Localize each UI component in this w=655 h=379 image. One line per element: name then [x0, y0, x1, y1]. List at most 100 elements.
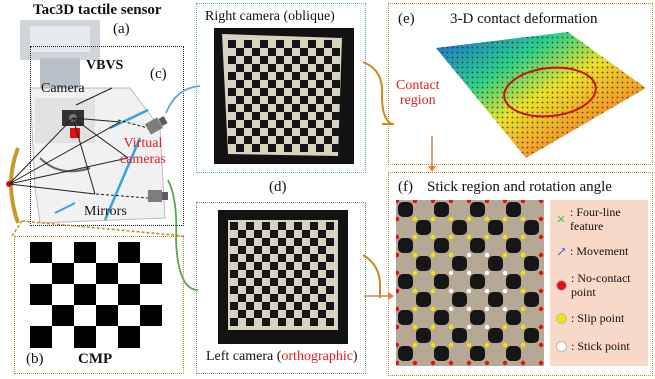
checker-cell	[292, 56, 300, 64]
checker-cell	[316, 48, 324, 56]
right-camera-label: Right camera (oblique)	[205, 9, 335, 24]
checker-cell	[332, 128, 340, 136]
dot-icon	[556, 341, 567, 353]
checker-cell	[254, 310, 262, 318]
checker-cell	[252, 80, 260, 88]
tracked-point	[412, 360, 418, 366]
checker-cell	[326, 254, 334, 262]
checker-cell	[316, 96, 324, 104]
checker-cell	[294, 238, 302, 246]
checker-cell	[300, 128, 308, 136]
marker-blob	[434, 310, 449, 325]
legend-label: : Four-line feature	[570, 205, 621, 233]
marker-blob	[524, 256, 539, 271]
tracked-point	[520, 252, 526, 258]
tracked-point	[396, 200, 400, 204]
checker-cell	[310, 222, 318, 230]
checker-cell	[292, 120, 300, 128]
checker-cell	[238, 230, 246, 238]
checker-cell	[308, 88, 316, 96]
marker-blob	[452, 256, 467, 271]
checker-cell	[276, 120, 284, 128]
checker-cell	[254, 230, 262, 238]
tracked-point	[430, 324, 436, 330]
checker-cell	[262, 286, 270, 294]
checker-cell	[300, 64, 308, 72]
marker-blob	[524, 328, 539, 343]
checker-cell	[262, 238, 270, 246]
checker-cell	[310, 238, 318, 246]
checker-cell	[270, 262, 278, 270]
tracked-point	[430, 216, 436, 222]
tracked-point	[412, 342, 418, 348]
tracked-point	[502, 234, 508, 240]
checker-cell	[326, 302, 334, 310]
tracked-point	[484, 324, 490, 330]
marker-blob	[452, 328, 467, 343]
checker-cell	[326, 238, 334, 246]
tracked-point	[538, 216, 544, 222]
checker-cell	[236, 80, 244, 88]
label-e: (e)	[398, 11, 415, 27]
checker-cell	[244, 88, 252, 96]
checker-cell	[316, 112, 324, 120]
tracked-point	[502, 200, 508, 204]
tracked-point	[538, 200, 544, 204]
legend-label: : Movement	[570, 244, 629, 259]
tracked-point	[466, 234, 472, 240]
checker-cell	[238, 278, 246, 286]
tracked-point	[466, 252, 472, 258]
deformation-box	[388, 3, 653, 165]
checker-cell	[262, 270, 270, 278]
checker-cell	[254, 246, 262, 254]
checker-cell	[268, 128, 276, 136]
checker-cell	[236, 144, 244, 152]
checker-cell	[244, 104, 252, 112]
tracked-point	[466, 216, 472, 222]
checker-cell	[278, 254, 286, 262]
marker-blob	[398, 310, 413, 325]
checker-cell	[260, 136, 268, 144]
tracked-point	[484, 200, 490, 204]
tracked-point	[448, 234, 454, 240]
marker-blob	[452, 292, 467, 307]
tracked-point	[502, 342, 508, 348]
tracked-point	[502, 324, 508, 330]
checker-cell	[244, 40, 252, 48]
tracked-point	[484, 252, 490, 258]
tracked-point	[396, 324, 400, 330]
checker-cell	[292, 88, 300, 96]
marker-blob	[416, 292, 431, 307]
tracked-point	[466, 342, 472, 348]
checker-cell	[310, 254, 318, 262]
tracked-point	[538, 270, 544, 276]
legend-label: : Slip point	[571, 311, 625, 325]
checker-cell	[324, 56, 332, 64]
marker-blob	[470, 238, 485, 253]
tracked-point	[520, 200, 526, 204]
checker-cell	[252, 112, 260, 120]
virtual-camera-icon	[144, 116, 168, 135]
checker-cell	[228, 88, 236, 96]
checker-cell	[310, 270, 318, 278]
checker-cell	[302, 262, 310, 270]
marker-blob	[506, 346, 521, 361]
label-d: (d)	[269, 179, 287, 195]
tracked-point	[484, 306, 490, 312]
checker-cell	[230, 222, 238, 230]
stick-box	[388, 172, 653, 376]
tracked-point	[412, 270, 418, 276]
tracked-point	[538, 360, 544, 366]
checker-cell	[324, 104, 332, 112]
checker-cell	[268, 96, 276, 104]
checker-cell	[278, 238, 286, 246]
checker-cell	[276, 40, 284, 48]
left-camera-label-suffix: )	[352, 349, 358, 364]
checker-cell	[230, 302, 238, 310]
tracked-point	[466, 360, 472, 366]
tracked-point	[448, 288, 454, 294]
cmp-pattern	[30, 242, 162, 348]
label-c: (c)	[150, 66, 167, 82]
tracked-point	[538, 306, 544, 312]
